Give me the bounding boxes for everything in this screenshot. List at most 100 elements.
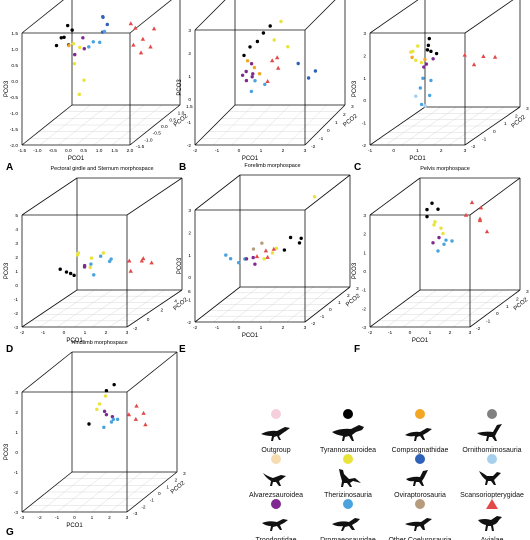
legend-label: Outgroup [261,447,291,454]
box-edge [194,286,241,323]
data-point [422,65,426,69]
y-tick-label: -1.5 [136,144,145,150]
box-edge [469,177,521,216]
x-tick-label: 2 [108,515,111,521]
box-edge [21,104,73,146]
data-point [72,61,77,66]
data-point [115,417,120,422]
legend-item: Alvarezsauroidea [240,454,312,500]
x-tick-label: 1 [84,330,87,336]
z-tick-label: 3 [188,28,191,34]
x-tick-label: 2 [282,325,285,331]
z-tick-label: -1 [362,288,367,294]
coelurosaur-silhouette-icon [405,518,432,531]
data-point [109,420,114,424]
data-point [423,104,427,108]
data-point [88,265,92,270]
legend-label: Dromaeosauridae [312,536,384,540]
data-point-triangle [462,52,467,57]
y-tick-label: 3 [351,104,354,110]
box-edge [194,104,236,146]
oviraptorosaur-silhouette-icon [406,470,428,486]
y-axis-label: PCO2 [170,480,187,496]
data-point [89,256,94,260]
data-point-triangle [254,254,260,259]
legend-label: Tyrannosauroidea [319,447,377,454]
data-point-triangle [471,62,477,67]
legend-item: Avialae [456,499,528,540]
data-point-triangle [271,246,276,251]
data-point [250,75,254,79]
y-tick-label: 3 [356,286,359,292]
x-tick-label: 3 [126,515,129,521]
z-tick-label: -3 [362,325,367,331]
x-axis-label: PCO1 [409,156,426,162]
x-axis-label: PCO1 [412,338,429,344]
data-point [89,262,93,266]
legend-label: Troodontidae [240,536,312,540]
x-tick-label: 1 [91,515,94,521]
box-edge [21,471,73,513]
legend-label: Scansoriopterygidae [460,492,524,499]
z-axis-label: PCO3 [4,262,10,279]
legend-label: Therizinosauria [324,492,372,499]
data-point-triangle [481,54,486,59]
z-tick-label: -1 [187,120,192,126]
x-tick-label: -0.5 [49,148,58,154]
x-tick-label: 0 [409,330,412,336]
y-tick-label: 3 [183,471,186,477]
box-edge [369,177,421,216]
z-tick-label: 5 [15,213,18,219]
z-tick-label: 4 [15,227,18,233]
y-tick-label: 3 [526,106,529,112]
data-point [425,48,430,52]
legend-item: Oviraptorosauria [384,454,456,500]
x-tick-label: -1 [55,515,60,521]
data-point [288,235,293,240]
data-point-triangle [128,268,133,273]
legend-label: Oviraptorosauria [394,492,446,499]
data-point [425,207,429,212]
x-tick-label: -2 [193,148,198,154]
z-tick-label: 1.0 [11,47,18,53]
x-tick-label: 0 [238,148,241,154]
data-point [423,57,427,62]
y-tick-label: -1 [150,498,155,504]
box-edge [126,351,178,393]
data-point [431,241,435,245]
x-tick-label: 2 [449,330,452,336]
box-edge [21,289,78,328]
z-tick-label: 0 [188,275,191,281]
x-tick-label: 0 [73,515,76,521]
x-tick-label: 2 [282,148,285,154]
z-tick-label: -2 [187,320,192,326]
data-point [102,409,107,414]
data-point-triangle [127,258,132,263]
data-point [433,220,437,224]
z-tick-label: 0 [15,283,18,289]
x-tick-label: 0 [63,330,66,336]
x-tick-label: -2 [20,330,25,336]
z-tick-label: -1 [187,298,192,304]
data-point [252,65,257,70]
y-tick-label: 0.5 [169,117,176,123]
y-tick-label: 1 [504,121,507,127]
z-tick-label: 2 [188,230,191,236]
data-point [296,61,300,66]
y-tick-label: 0 [493,129,496,135]
x-tick-label: 3 [464,148,467,154]
legend-label: Alvarezsauroidea [248,492,304,499]
legend-marker [487,409,497,419]
x-axis-label: PCO1 [68,156,85,162]
box-edge [194,174,241,211]
x-tick-label: -1 [368,148,373,154]
data-point [411,49,415,54]
box-edge [369,0,419,34]
y-tick-label: -2 [133,326,138,332]
data-point [437,235,441,240]
data-point [436,249,440,253]
data-point-triangle [140,36,146,41]
data-point [279,19,283,24]
